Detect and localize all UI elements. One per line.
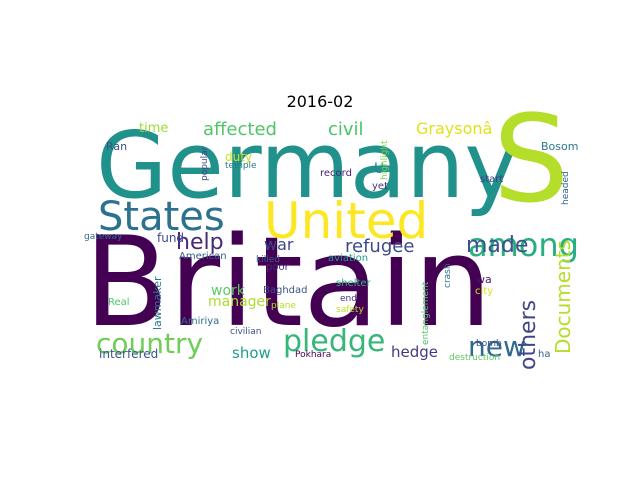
word-pledge: pledge bbox=[283, 324, 385, 359]
word-lawmaker: lawmaker bbox=[151, 276, 164, 330]
word-fund: fund bbox=[157, 231, 184, 245]
word-country: country bbox=[96, 327, 203, 360]
word-gateway: gateway bbox=[84, 232, 123, 242]
word-interfered: interfered bbox=[99, 347, 158, 361]
word-shelter: shelter bbox=[336, 278, 372, 289]
word-civilian: civilian bbox=[230, 327, 262, 337]
word-wa: wa bbox=[476, 273, 492, 286]
word-record: record bbox=[320, 168, 352, 179]
word-work: work bbox=[211, 283, 246, 299]
word-s: S bbox=[493, 91, 569, 230]
word-help: help bbox=[176, 230, 224, 255]
word-poor: poor bbox=[266, 262, 290, 273]
word-show: show bbox=[232, 344, 271, 362]
word-baghdad: Baghdad bbox=[263, 285, 308, 296]
word-documents: Documents bbox=[551, 240, 575, 354]
word-yet: yet bbox=[372, 181, 388, 192]
word-highlight: highlight bbox=[380, 140, 390, 180]
word-city: city bbox=[475, 286, 493, 297]
word-crash: crash bbox=[443, 263, 453, 288]
word-united: United bbox=[264, 192, 428, 250]
word-killed: killed bbox=[256, 255, 280, 265]
word-grayson-: Graysonâ bbox=[416, 119, 492, 138]
word-made: made bbox=[466, 233, 528, 258]
word-real: Real bbox=[108, 297, 130, 308]
word-manager: manager bbox=[208, 294, 271, 310]
word-destruction: destruction bbox=[449, 353, 500, 363]
word-start: start bbox=[480, 174, 503, 185]
word-plane: plane bbox=[271, 301, 296, 311]
word-refugee: refugee bbox=[345, 236, 414, 257]
word-duty: duty bbox=[225, 150, 252, 164]
word-american: American bbox=[179, 251, 227, 262]
word-hedge: hedge bbox=[391, 343, 438, 361]
word-bosom: Bosom bbox=[541, 140, 578, 153]
word-germany: Germany bbox=[96, 112, 519, 219]
word-headed: headed bbox=[561, 171, 571, 205]
word-war: war bbox=[264, 235, 294, 254]
word-safety: safety bbox=[336, 305, 364, 315]
word-bomb: bomb bbox=[476, 339, 502, 349]
word-time: time bbox=[139, 121, 168, 136]
word-affected: affected bbox=[203, 119, 277, 140]
word-temple: temple bbox=[225, 161, 257, 171]
word-others: others bbox=[516, 300, 541, 370]
word-civil: civil bbox=[328, 119, 364, 140]
word-ran: Ran bbox=[106, 140, 127, 153]
word-u: U bbox=[374, 161, 384, 177]
word-pokhara: Pokhara bbox=[295, 350, 331, 360]
chart-title: 2016-02 bbox=[286, 92, 354, 111]
word-new: new bbox=[468, 330, 526, 363]
word-end: end bbox=[340, 294, 357, 304]
word-amiriya: Amiriya bbox=[181, 316, 219, 327]
word-britain: Britain bbox=[84, 211, 492, 355]
word-states: States bbox=[98, 194, 225, 240]
word-entanglement: entanglement bbox=[421, 281, 431, 345]
word-ha: ha bbox=[538, 349, 550, 360]
word-aviation: aviation bbox=[328, 253, 368, 264]
word-popular: popular bbox=[200, 146, 210, 181]
word-among: among bbox=[468, 226, 579, 264]
